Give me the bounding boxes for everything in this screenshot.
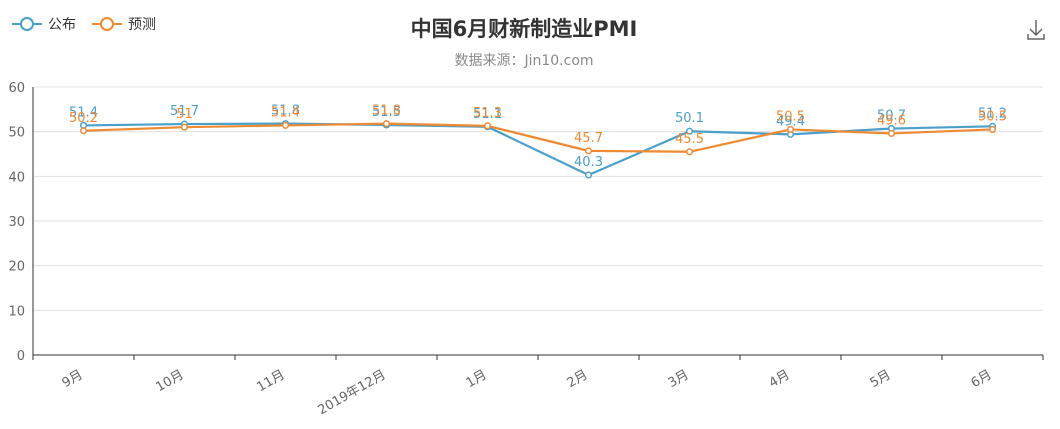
data-label: 49.4 [776, 114, 805, 129]
data-point[interactable] [180, 123, 189, 131]
y-tick-label: 0 [17, 349, 25, 364]
x-tick-label: 2019年12月 [315, 367, 388, 418]
data-label: 51.5 [372, 105, 401, 120]
y-tick-label: 50 [8, 126, 25, 141]
data-point[interactable] [786, 125, 795, 133]
series [79, 120, 997, 179]
chart-title: 中国6月财新制造业PMI [411, 17, 638, 41]
x-tick-label: 9月 [60, 367, 86, 391]
data-point[interactable] [281, 121, 290, 129]
legend-marker-forecast [100, 17, 114, 31]
data-label: 51.7 [170, 104, 199, 119]
data-point[interactable] [584, 147, 593, 155]
series-line-1 [83, 122, 993, 153]
x-tick-label: 5月 [868, 367, 894, 391]
data-label: 51 [176, 107, 193, 122]
download-icon[interactable] [1027, 20, 1045, 40]
data-label: 51.8 [271, 104, 300, 119]
x-tick-label: 4月 [767, 367, 793, 391]
legend-item-published[interactable]: 公布 [12, 17, 76, 33]
data-labels: 51.4 51.7 51.8 51.5 51.140.350.1 49.4 50.7 51.2… [69, 104, 1007, 170]
x-tick-label: 3月 [666, 367, 692, 391]
y-tick-label: 10 [8, 304, 25, 319]
data-label: 50.7 [877, 109, 906, 124]
y-tick-label: 60 [8, 81, 25, 96]
data-point[interactable] [584, 171, 593, 179]
data-label: 50.1 [675, 111, 704, 126]
x-tick-label: 11月 [254, 367, 287, 395]
data-point[interactable] [988, 125, 997, 133]
x-tick-label: 1月 [464, 367, 490, 391]
data-point[interactable] [887, 129, 896, 138]
data-label: 50.5 [978, 109, 1007, 124]
data-point[interactable] [685, 148, 694, 156]
y-tick-label: 20 [8, 260, 25, 275]
data-label: 40.3 [574, 155, 603, 170]
data-label: 49.6 [877, 113, 906, 128]
x-tick-label: 6月 [969, 367, 995, 391]
data-label: 51.8 [372, 104, 401, 119]
y-tick-label: 40 [8, 170, 25, 185]
data-label: 51.1 [473, 107, 502, 122]
data-label: 51.3 [473, 106, 502, 121]
data-point[interactable] [685, 127, 694, 135]
x-tick-label: 2月 [565, 367, 591, 391]
data-point[interactable] [79, 127, 88, 135]
legend-marker-published [20, 17, 34, 31]
data-label: 45.5 [675, 132, 704, 147]
legend-label-forecast: 预测 [128, 17, 156, 33]
data-label: 51.2 [978, 106, 1007, 121]
x-tick-label: 10月 [153, 367, 186, 395]
legend-item-forecast[interactable]: 预测 [92, 17, 156, 33]
data-point[interactable] [483, 122, 492, 130]
data-point[interactable] [382, 120, 391, 128]
chart-subtitle: 数据来源：Jin10.com [454, 53, 593, 69]
data-label: 45.7 [574, 131, 603, 146]
legend-label-published: 公布 [48, 17, 76, 33]
legend: 公布 预测 [12, 17, 156, 33]
grid [33, 86, 1043, 311]
data-label: 51.4 [271, 105, 300, 120]
data-label: 50.5 [776, 109, 805, 124]
data-label: 51.4 [69, 105, 98, 120]
data-label: 50.2 [69, 111, 98, 126]
y-tick-label: 30 [8, 215, 25, 230]
